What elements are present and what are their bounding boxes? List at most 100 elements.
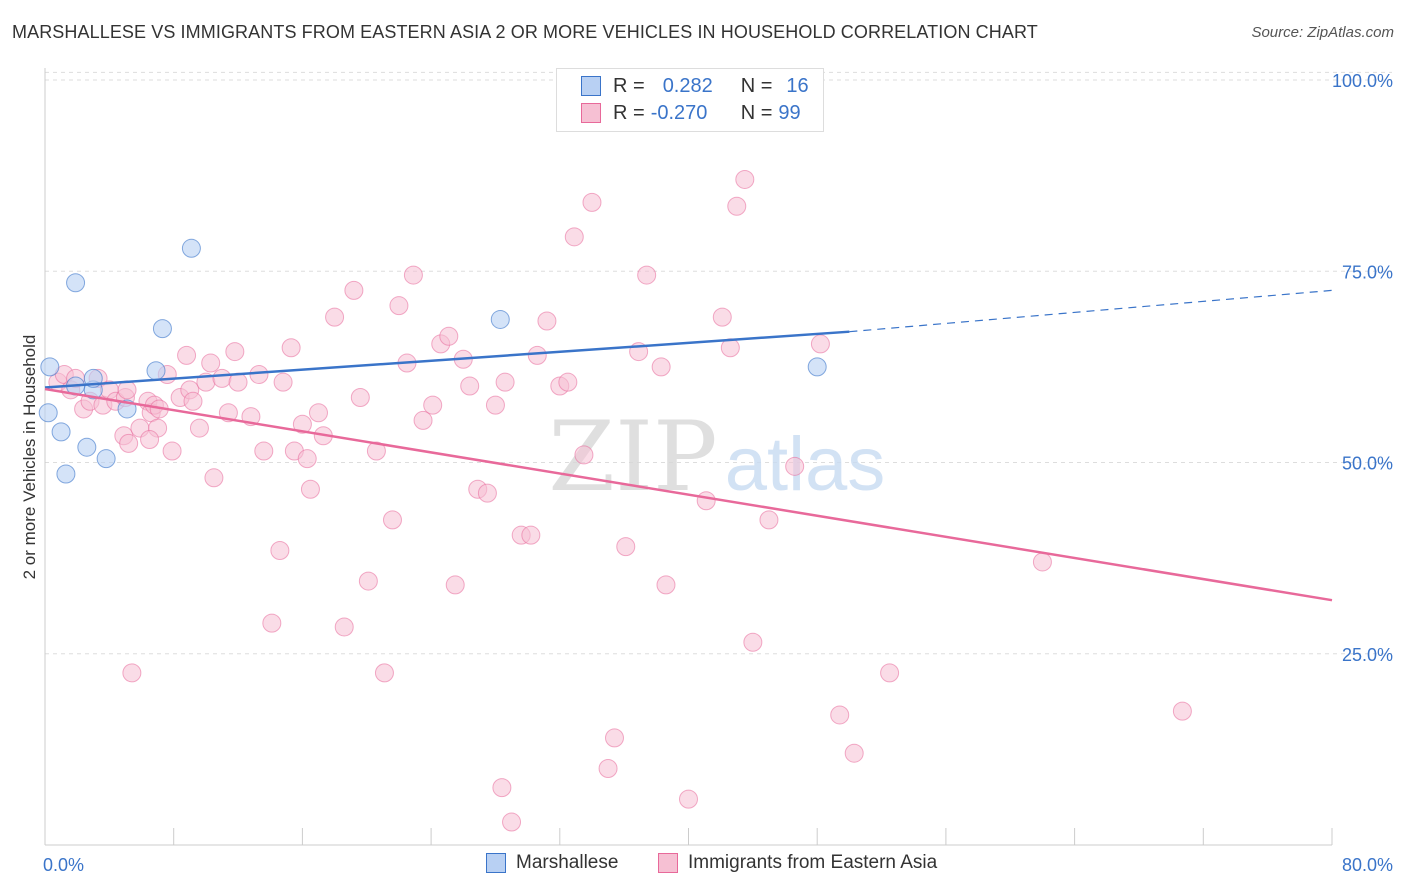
y-tick-label: 25.0% [1342,645,1393,665]
y-axis-label-wrap: 2 or more Vehicles in Household [0,0,40,892]
correlation-legend: R = 0.282 N = 16 R = -0.270 N = 99 [556,68,824,132]
data-point-immigrants [880,663,900,683]
legend-swatch-blue [486,853,506,873]
data-point-immigrants [403,265,423,285]
watermark-atlas: atlas [725,422,886,507]
data-point-marshallese [38,403,58,423]
source-label: Source: ZipAtlas.com [1251,24,1394,41]
legend-swatch-pink [581,103,601,123]
data-point-immigrants [228,372,248,392]
data-point-immigrants [325,307,345,327]
data-point-immigrants [785,456,805,476]
data-point-immigrants [527,345,547,365]
legend-n-label: N = [740,74,773,97]
data-point-immigrants [344,280,364,300]
data-point-immigrants [308,403,328,423]
legend-item-marshallese: Marshallese [486,852,618,874]
data-point-immigrants [1172,701,1192,721]
data-point-immigrants [759,510,779,530]
data-point-immigrants [225,342,245,362]
data-point-marshallese [96,449,116,469]
legend-swatch-blue [581,76,601,96]
data-point-immigrants [122,663,142,683]
data-point-immigrants [521,525,541,545]
data-point-marshallese [490,309,510,329]
data-point-immigrants [558,372,578,392]
watermark: ZIP atlas [548,401,885,513]
data-point-immigrants [281,338,301,358]
data-point-immigrants [249,365,269,385]
data-point-immigrants [537,311,557,331]
x-tick-label: 80.0% [1342,855,1393,875]
trend-line-marshallese-extension [849,289,1333,333]
data-point-immigrants [651,357,671,377]
data-point-immigrants [162,441,182,461]
legend-label-marshallese: Marshallese [516,852,619,873]
data-point-immigrants [262,613,282,633]
data-point-marshallese [40,357,60,377]
data-point-immigrants [366,441,386,461]
data-point-immigrants [439,326,459,346]
data-point-immigrants [297,449,317,469]
data-point-marshallese [56,464,76,484]
data-point-immigrants [727,196,747,216]
data-point-immigrants [389,296,409,316]
data-point-immigrants [177,345,197,365]
data-point-immigrants [413,410,433,430]
data-point-immigrants [743,632,763,652]
series-legend: Marshallese Immigrants from Eastern Asia [0,852,1406,878]
data-point-immigrants [270,540,290,560]
data-point-immigrants [582,192,602,212]
data-point-immigrants [830,705,850,725]
data-point-marshallese [146,361,166,381]
legend-r-value: 0.282 [662,74,713,97]
data-point-immigrants [574,445,594,465]
data-point-immigrants [273,372,293,392]
trend-line-immigrants [44,387,1333,602]
data-point-marshallese [51,422,71,442]
data-point-immigrants [1032,552,1052,572]
data-point-immigrants [696,491,716,511]
axes [44,68,1333,846]
series-marshallese-points [38,238,827,484]
y-tick-label: 100.0% [1332,71,1393,91]
trend-lines [44,289,1333,602]
data-point-immigrants [492,778,512,798]
y-tick-label: 75.0% [1342,262,1393,282]
data-point-immigrants [844,743,864,763]
data-point-immigrants [679,789,698,809]
data-point-immigrants [212,368,232,388]
data-point-immigrants [292,414,312,434]
legend-label-immigrants: Immigrants from Eastern Asia [688,852,938,873]
data-point-immigrants [604,728,624,748]
x-tick-label: 0.0% [43,855,84,875]
data-point-immigrants [201,353,221,373]
data-point-immigrants [477,483,497,503]
tick-labels: 25.0% 50.0% 75.0% 100.0% 0.0% 80.0% [43,71,1393,875]
data-point-immigrants [616,537,636,557]
data-point-marshallese [807,357,827,377]
legend-n-label: N = [740,101,773,124]
data-point-marshallese [181,238,201,258]
y-tick-label: 50.0% [1342,454,1393,474]
data-point-immigrants [735,169,755,189]
data-point-immigrants [460,376,480,396]
trend-line-marshallese [44,330,850,389]
data-point-immigrants [445,575,465,595]
legend-n-value: 99 [778,101,801,124]
data-point-marshallese [152,319,172,339]
data-point-immigrants [598,759,618,778]
data-point-immigrants [300,479,320,499]
data-point-immigrants [485,395,505,415]
data-point-immigrants [189,418,209,438]
chart-title: MARSHALLESE VS IMMIGRANTS FROM EASTERN A… [12,22,1038,42]
data-point-immigrants [564,227,584,247]
legend-row-marshallese: R = 0.282 N = 16 [581,74,809,98]
legend-r-value: -0.270 [650,101,708,124]
data-point-immigrants [119,433,139,453]
data-point-immigrants [358,571,378,591]
legend-r-label: R = [613,101,645,124]
data-point-immigrants [495,372,515,392]
legend-row-immigrants: R = -0.270 N = 99 [581,101,801,125]
